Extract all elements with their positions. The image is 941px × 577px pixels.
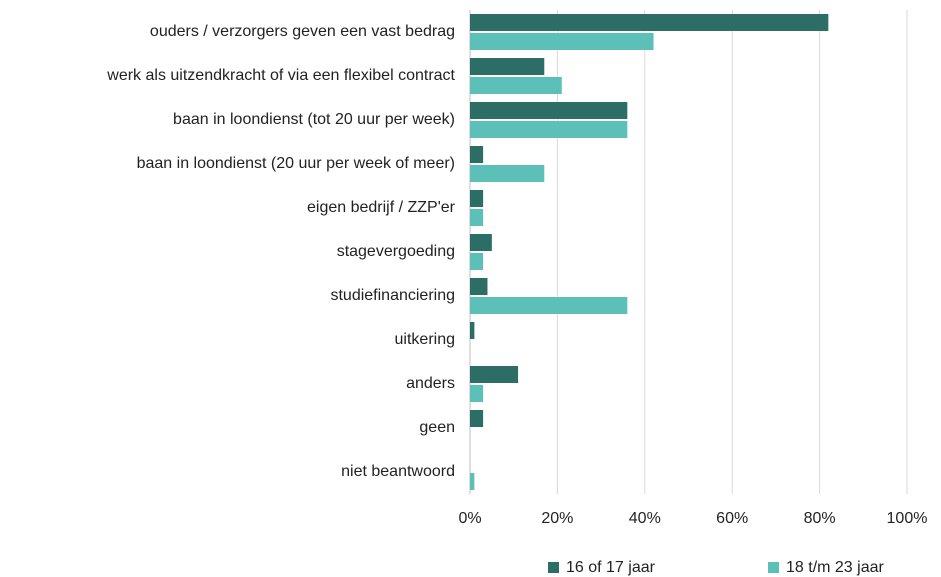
y-tick-label: studiefinanciering [330,287,455,304]
y-tick-label: niet beantwoord [341,463,455,480]
y-tick-label: stagevergoeding [337,243,455,260]
bar [470,77,562,94]
legend-swatch [768,562,779,573]
bar [470,190,484,207]
y-tick-label: werk als uitzendkracht of via een flexib… [106,67,455,84]
bar [470,146,484,163]
x-tick-label: 40% [629,510,661,527]
y-tick-label: geen [419,419,455,436]
bar [470,33,654,50]
bar [470,121,628,138]
bar [470,234,492,251]
bar [470,253,484,270]
bar [470,385,484,402]
bar [470,473,475,490]
bar [470,209,484,226]
bar [470,58,545,75]
bar [470,322,475,339]
y-tick-label: eigen bedrijf / ZZP'er [307,199,456,216]
legend-label: 16 of 17 jaar [566,559,656,576]
bar [470,14,829,31]
y-tick-label: anders [406,375,455,392]
bar [470,102,628,119]
x-tick-label: 20% [541,510,573,527]
bar [470,297,628,314]
legend-label: 18 t/m 23 jaar [786,559,885,576]
y-tick-label: ouders / verzorgers geven een vast bedra… [150,23,455,40]
x-tick-label: 100% [887,510,928,527]
bar [470,366,519,383]
x-tick-label: 60% [716,510,748,527]
x-tick-label: 0% [458,510,481,527]
y-tick-label: baan in loondienst (20 uur per week of m… [137,155,455,172]
bar [470,410,484,427]
legend-swatch [548,562,559,573]
x-tick-label: 80% [804,510,836,527]
bar [470,165,545,182]
bar [470,278,488,295]
y-tick-label: baan in loondienst (tot 20 uur per week) [173,111,455,128]
y-tick-label: uitkering [395,331,455,348]
